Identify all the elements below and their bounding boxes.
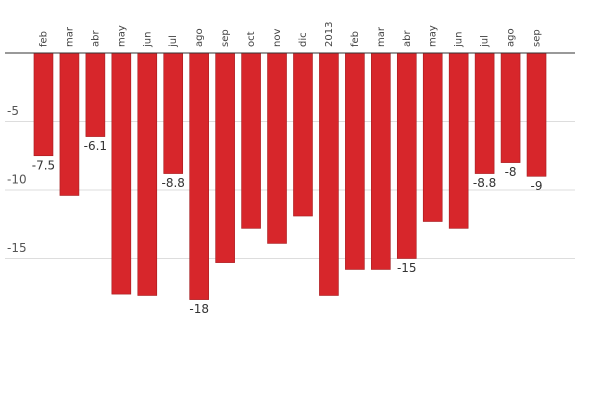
bar — [293, 52, 313, 217]
bar — [33, 52, 54, 157]
value-label: -8.8 — [473, 176, 496, 190]
x-tick-label: abr — [402, 30, 413, 47]
value-label: -8 — [505, 165, 517, 179]
bar — [137, 52, 158, 296]
x-tick-label: feb — [350, 31, 361, 47]
x-tick-label: jul — [168, 35, 179, 48]
x-tick-label: ago — [194, 28, 205, 47]
y-tick-label: -15 — [7, 241, 27, 255]
x-tick-label: dic — [298, 32, 309, 47]
x-tick-label: 2013 — [324, 22, 335, 47]
x-tick-label: nov — [272, 29, 283, 47]
x-tick-label: may — [428, 25, 439, 47]
bar — [500, 52, 521, 163]
bar — [189, 52, 209, 300]
x-tick-label: may — [116, 25, 127, 47]
value-label: -6.1 — [84, 139, 107, 153]
bar — [215, 52, 235, 263]
x-tick-label: mar — [64, 26, 75, 47]
x-tick-label: jun — [454, 32, 465, 48]
bar — [241, 52, 261, 229]
bar — [396, 52, 417, 259]
value-label: -7.5 — [32, 158, 55, 172]
y-tick-label: -10 — [7, 173, 27, 187]
y-tick-label: -5 — [7, 104, 19, 118]
bar — [85, 52, 106, 137]
x-tick-label: ago — [506, 28, 517, 47]
bar — [448, 52, 469, 229]
x-tick-label: sep — [532, 29, 543, 47]
value-label: -8.8 — [162, 176, 185, 190]
value-label: -15 — [397, 261, 417, 275]
bar — [163, 52, 184, 174]
bar — [59, 52, 80, 196]
bar — [111, 52, 132, 295]
x-tick-label: jul — [480, 35, 491, 48]
value-label: -9 — [531, 179, 543, 193]
x-tick-label: sep — [220, 29, 231, 47]
bar — [526, 52, 547, 177]
bar — [474, 52, 495, 174]
x-tick-label: jun — [142, 32, 153, 48]
bar — [422, 52, 443, 222]
bar — [371, 52, 391, 270]
x-tick-label: feb — [38, 31, 49, 47]
bar — [267, 52, 287, 244]
bar — [345, 52, 365, 270]
x-tick-label: mar — [376, 26, 387, 47]
x-tick-label: oct — [246, 31, 257, 47]
x-tick-label: abr — [90, 30, 101, 47]
bar — [319, 52, 339, 296]
value-label: -18 — [189, 302, 209, 316]
